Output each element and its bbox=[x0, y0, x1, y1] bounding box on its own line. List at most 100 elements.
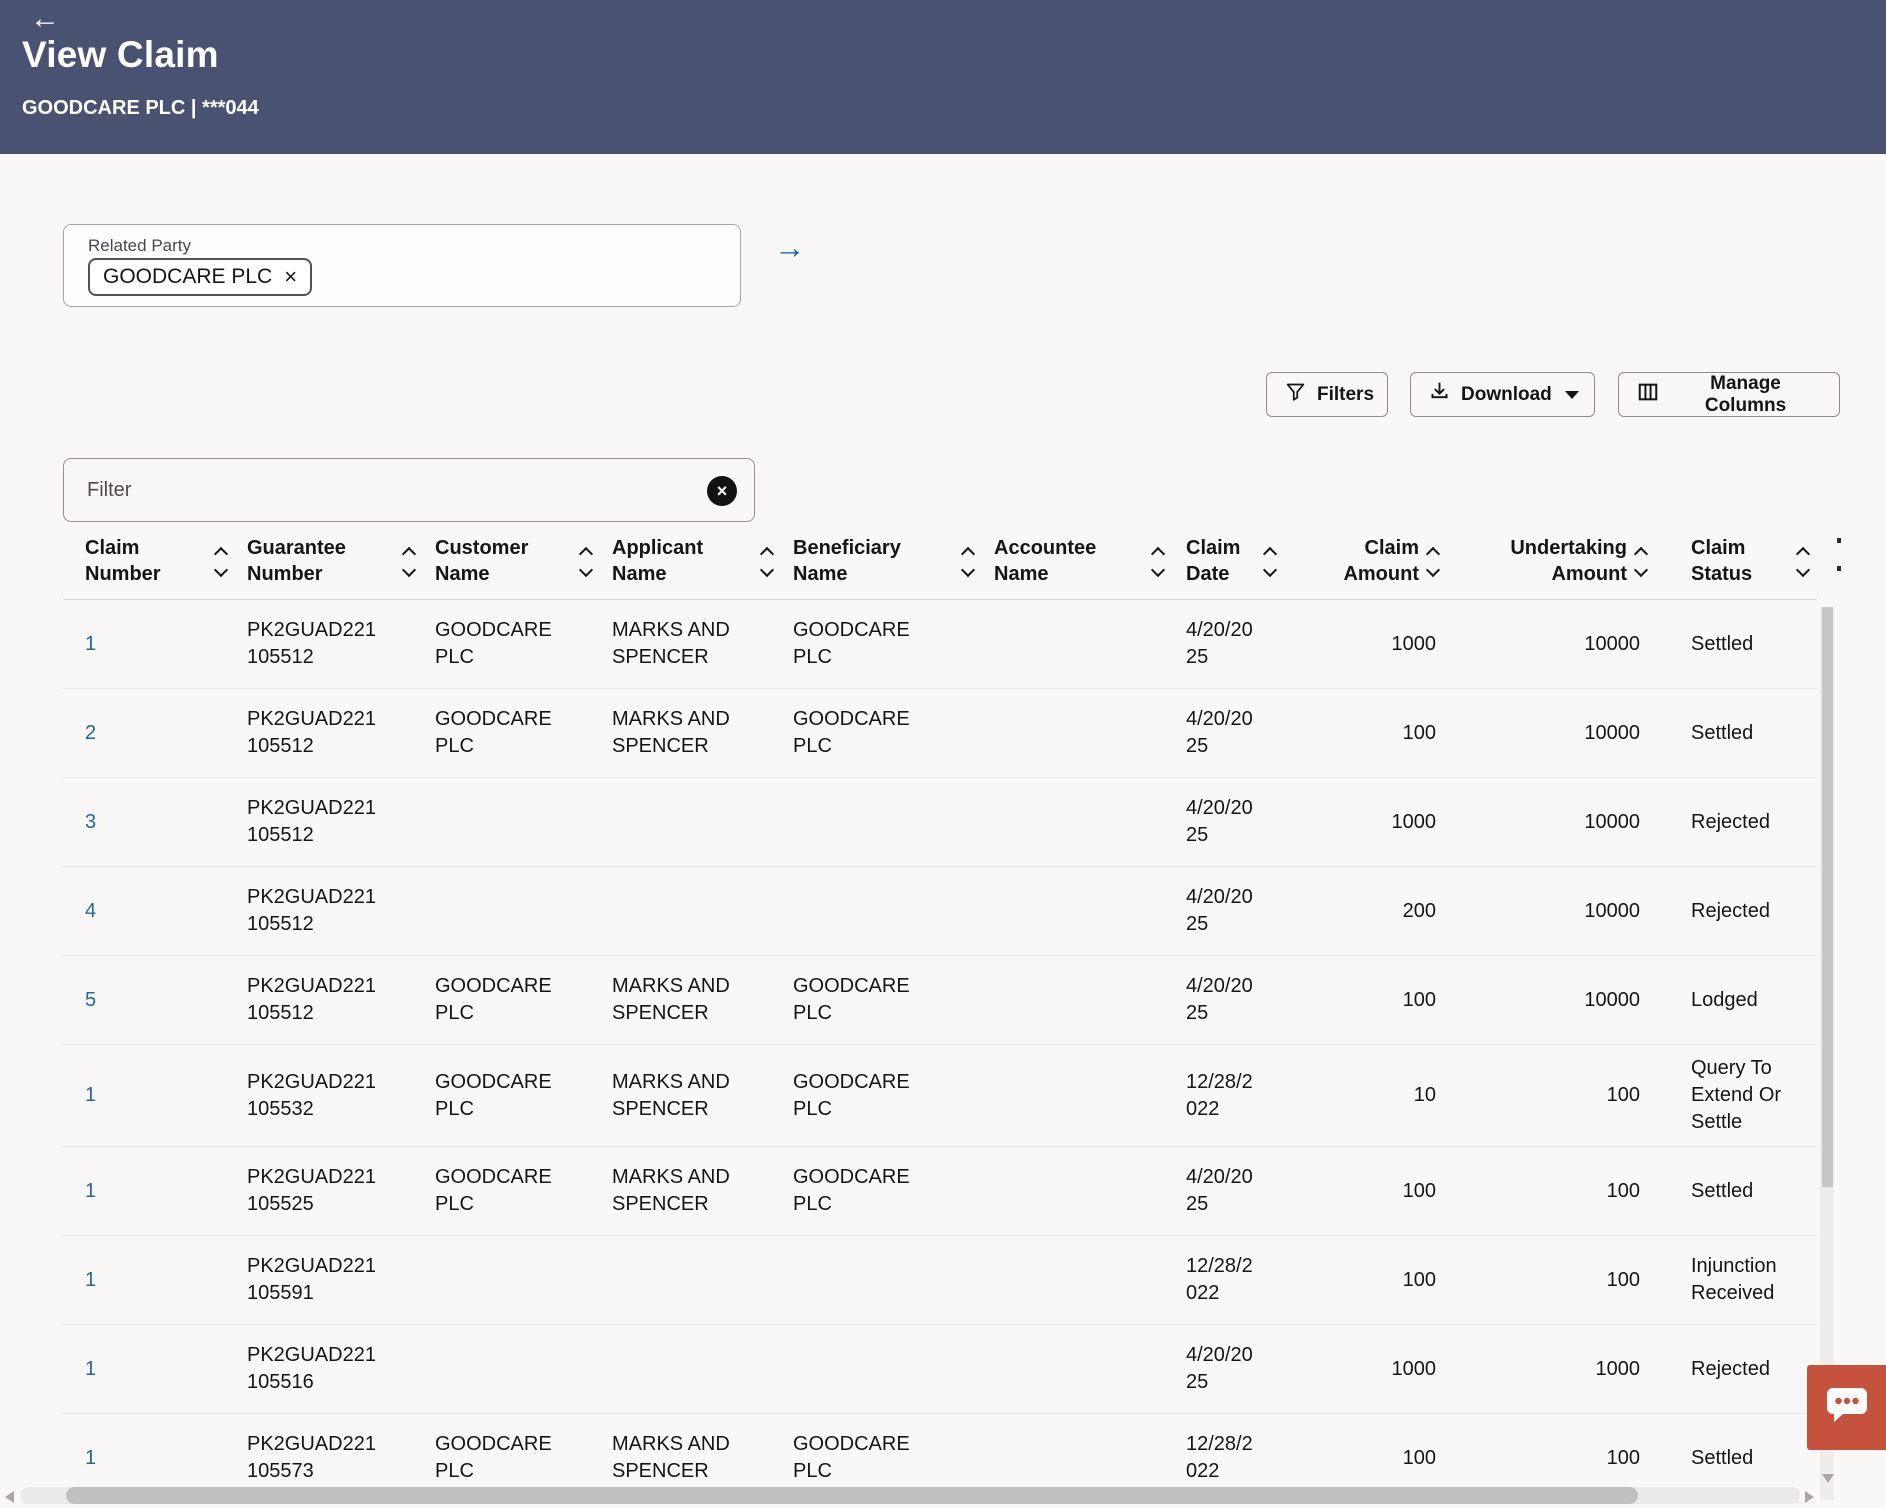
sort-icon[interactable] bbox=[213, 546, 229, 578]
cell-value: GOODCARE PLC bbox=[435, 619, 552, 668]
cell-claim-number[interactable]: 1 bbox=[63, 1177, 226, 1204]
cell-claim-number[interactable]: 1 bbox=[63, 1355, 226, 1382]
cell-value: MARKS AND SPENCER bbox=[612, 975, 730, 1024]
table-filter-input[interactable] bbox=[64, 459, 754, 521]
column-header-applicant-name[interactable]: Applicant Name bbox=[591, 535, 775, 587]
column-header-label: Customer Name bbox=[435, 537, 529, 585]
cell-value: MARKS AND SPENCER bbox=[612, 708, 730, 757]
cell-applicant-name bbox=[591, 1267, 772, 1294]
claim-number-link[interactable]: 1 bbox=[85, 632, 97, 655]
back-arrow-icon[interactable]: ← bbox=[30, 2, 60, 35]
filters-button[interactable]: Filters bbox=[1266, 372, 1388, 417]
cell-value: 4/20/2025 bbox=[1186, 619, 1253, 668]
cell-claim-date: 12/28/2022 bbox=[1163, 1253, 1308, 1307]
claim-number-link[interactable]: 1 bbox=[85, 1357, 97, 1380]
column-header-label: Claim Status bbox=[1691, 537, 1753, 585]
related-party-field[interactable]: Related Party GOODCARE PLC × bbox=[63, 224, 741, 307]
cell-claim-date: 4/20/2025 bbox=[1163, 706, 1308, 760]
cell-customer-name bbox=[414, 809, 591, 836]
clear-filter-icon[interactable]: × bbox=[707, 476, 737, 506]
cell-claim-amount: 1000 bbox=[1308, 808, 1438, 835]
cell-guarantee-number: PK2GUAD221105591 bbox=[226, 1253, 414, 1307]
claims-table: Claim Number Guarantee Number Customer Nam… bbox=[63, 535, 1817, 1503]
sort-icon[interactable] bbox=[1150, 546, 1166, 578]
column-header-claim-status[interactable]: Claim Status bbox=[1646, 535, 1817, 587]
cell-claim-number[interactable]: 4 bbox=[63, 897, 226, 924]
claim-number-link[interactable]: 2 bbox=[85, 721, 97, 744]
sort-icon[interactable] bbox=[1425, 546, 1441, 578]
column-header-claim-number[interactable]: Claim Number bbox=[63, 535, 229, 587]
column-header-label: Claim Date bbox=[1186, 537, 1241, 585]
cell-value: GOODCARE PLC bbox=[793, 1070, 910, 1120]
column-header-guarantee-number[interactable]: Guarantee Number bbox=[226, 535, 417, 587]
cell-beneficiary-name bbox=[772, 1356, 973, 1383]
cell-value: GOODCARE PLC bbox=[435, 1166, 552, 1215]
cell-undertaking-amount: 100 bbox=[1438, 1177, 1646, 1204]
claim-number-link[interactable]: 1 bbox=[85, 1268, 97, 1291]
cell-claim-number[interactable]: 1 bbox=[63, 1082, 226, 1109]
column-header-accountee-name[interactable]: Accountee Name bbox=[973, 535, 1166, 587]
cell-undertaking-amount: 100 bbox=[1438, 1082, 1646, 1109]
column-header-claim-date[interactable]: Claim Date bbox=[1163, 535, 1308, 587]
cell-customer-name: GOODCARE PLC bbox=[414, 1069, 591, 1123]
page-title: View Claim bbox=[22, 34, 219, 75]
cell-value: 1000 bbox=[1391, 810, 1437, 833]
table-row: 1 PK2GUAD221105525 GOODCARE PLC MARKS AND S… bbox=[63, 1147, 1817, 1236]
cell-claim-number[interactable]: 3 bbox=[63, 808, 226, 835]
cell-claim-number[interactable]: 1 bbox=[63, 1444, 226, 1471]
sort-icon[interactable] bbox=[1262, 546, 1278, 578]
cell-claim-status: Query To Extend Or Settle bbox=[1646, 1055, 1817, 1136]
scroll-right-arrow-icon[interactable] bbox=[1805, 1491, 1814, 1503]
vertical-scrollbar-thumb[interactable] bbox=[1822, 607, 1833, 1187]
sort-icon[interactable] bbox=[960, 546, 976, 578]
download-button[interactable]: Download bbox=[1410, 372, 1595, 417]
claim-number-link[interactable]: 3 bbox=[85, 810, 97, 833]
apply-related-party-arrow-icon[interactable]: → bbox=[774, 230, 805, 265]
cell-guarantee-number: PK2GUAD221105573 bbox=[226, 1431, 414, 1485]
scroll-left-arrow-icon[interactable] bbox=[5, 1491, 14, 1503]
cell-value: GOODCARE PLC bbox=[435, 1070, 552, 1120]
cell-claim-number[interactable]: 1 bbox=[63, 630, 226, 657]
cell-value: GOODCARE PLC bbox=[435, 708, 552, 757]
sort-icon[interactable] bbox=[578, 546, 594, 578]
column-header-beneficiary-name[interactable]: Beneficiary Name bbox=[772, 535, 976, 587]
cell-value: 10000 bbox=[1584, 810, 1640, 833]
manage-columns-button[interactable]: Manage Columns bbox=[1618, 372, 1840, 417]
cell-claim-status: Rejected bbox=[1646, 808, 1817, 835]
column-header-customer-name[interactable]: Customer Name bbox=[414, 535, 594, 587]
horizontal-scrollbar-thumb[interactable] bbox=[66, 1487, 1638, 1504]
chat-button[interactable] bbox=[1807, 1365, 1886, 1450]
cell-customer-name: GOODCARE PLC bbox=[414, 706, 591, 760]
sort-icon[interactable] bbox=[1633, 546, 1649, 578]
cell-claim-number[interactable]: 5 bbox=[63, 986, 226, 1013]
column-header-label: Claim Amount bbox=[1343, 537, 1419, 585]
cell-claim-number[interactable]: 1 bbox=[63, 1266, 226, 1293]
download-icon bbox=[1429, 381, 1450, 408]
cell-claim-date: 12/28/2022 bbox=[1163, 1431, 1308, 1485]
claim-number-link[interactable]: 1 bbox=[85, 1446, 97, 1469]
chip-remove-icon[interactable]: × bbox=[284, 264, 298, 289]
sort-icon[interactable] bbox=[401, 546, 417, 578]
claim-number-link[interactable]: 5 bbox=[85, 988, 97, 1011]
cell-value: 100 bbox=[1402, 1179, 1436, 1202]
cell-value: 10 bbox=[1413, 1084, 1436, 1107]
cell-value: 12/28/2022 bbox=[1186, 1255, 1253, 1304]
cell-claim-number[interactable]: 2 bbox=[63, 719, 226, 746]
claim-number-link[interactable]: 4 bbox=[85, 899, 97, 922]
cell-claim-status: Settled bbox=[1646, 1444, 1817, 1471]
column-header-undertaking-amount[interactable]: Undertaking Amount bbox=[1438, 535, 1649, 587]
manage-columns-button-label: Manage Columns bbox=[1704, 372, 1787, 416]
column-header-claim-amount[interactable]: Claim Amount bbox=[1308, 535, 1441, 587]
cell-applicant-name bbox=[591, 1356, 772, 1383]
sort-icon[interactable] bbox=[759, 546, 775, 578]
claim-number-link[interactable]: 1 bbox=[85, 1084, 97, 1107]
related-party-chip[interactable]: GOODCARE PLC × bbox=[88, 258, 313, 296]
cell-claim-date: 4/20/2025 bbox=[1163, 617, 1308, 671]
claim-number-link[interactable]: 1 bbox=[85, 1179, 97, 1202]
sort-icon[interactable] bbox=[1795, 546, 1811, 578]
cell-accountee-name bbox=[973, 720, 1163, 747]
scroll-down-arrow-icon[interactable] bbox=[1822, 1474, 1834, 1483]
cell-guarantee-number: PK2GUAD221105512 bbox=[226, 795, 414, 849]
cell-beneficiary-name bbox=[772, 898, 973, 925]
table-row: 1 PK2GUAD221105573 GOODCARE PLC MARKS AND S… bbox=[63, 1414, 1817, 1503]
